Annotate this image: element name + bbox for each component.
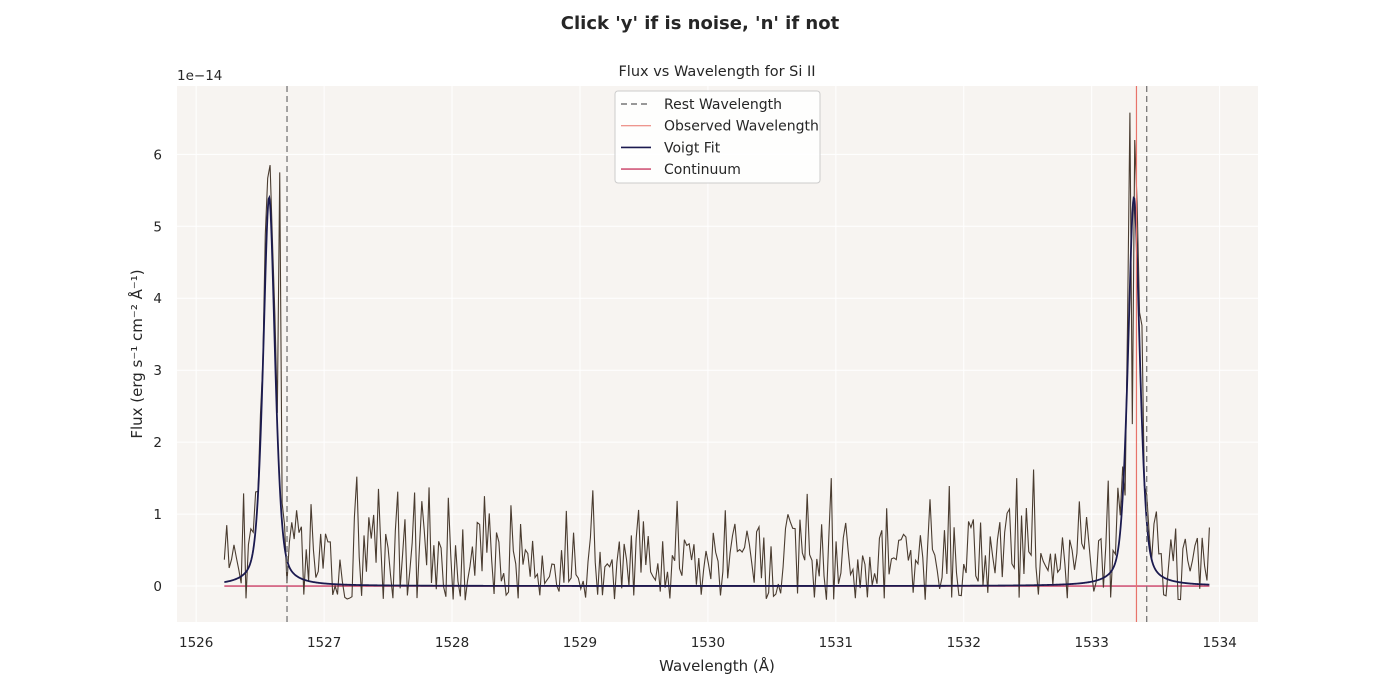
x-tick-label: 1532 (947, 635, 981, 651)
y-tick-label: 0 (153, 579, 162, 595)
y-axis-offset-text: 1e−14 (177, 68, 222, 84)
legend-box (614, 90, 821, 184)
y-tick-label: 2 (153, 435, 162, 451)
flux-line (223, 112, 1210, 601)
y-tick-label: 6 (153, 147, 162, 163)
x-tick-label: 1528 (435, 635, 469, 651)
y-axis-ticks: 0 1 2 3 4 5 6 (153, 147, 162, 595)
y-tick-label: 4 (153, 291, 162, 307)
legend-label: Voigt Fit (664, 140, 721, 156)
legend-label: Rest Wavelength (664, 97, 782, 113)
y-tick-label: 1 (153, 507, 162, 523)
x-tick-label: 1530 (691, 635, 725, 651)
figure-suptitle: Click 'y' if is noise, 'n' if not (561, 13, 840, 34)
y-axis-label: Flux (erg s⁻¹ cm⁻² Å⁻¹) (127, 269, 146, 438)
x-tick-label: 1526 (179, 635, 213, 651)
x-tick-label: 1527 (307, 635, 341, 651)
y-tick-label: 3 (153, 363, 162, 379)
voigt-fit-line (224, 194, 1210, 587)
x-axis-label: Wavelength (Å) (659, 656, 775, 675)
x-tick-label: 1531 (819, 635, 853, 651)
legend: Rest Wavelength Observed Wavelength Voigt … (614, 90, 821, 184)
y-tick-label: 5 (153, 219, 162, 235)
x-axis-ticks: 1526 1527 1528 1529 1530 1531 1532 1533 1534 (179, 635, 1237, 651)
x-tick-label: 1533 (1075, 635, 1109, 651)
legend-label: Continuum (664, 162, 741, 178)
x-tick-label: 1534 (1202, 635, 1236, 651)
x-tick-label: 1529 (563, 635, 597, 651)
chart-title: Flux vs Wavelength for Si II (618, 64, 815, 80)
legend-label: Observed Wavelength (664, 119, 819, 135)
data-layer (223, 86, 1210, 622)
